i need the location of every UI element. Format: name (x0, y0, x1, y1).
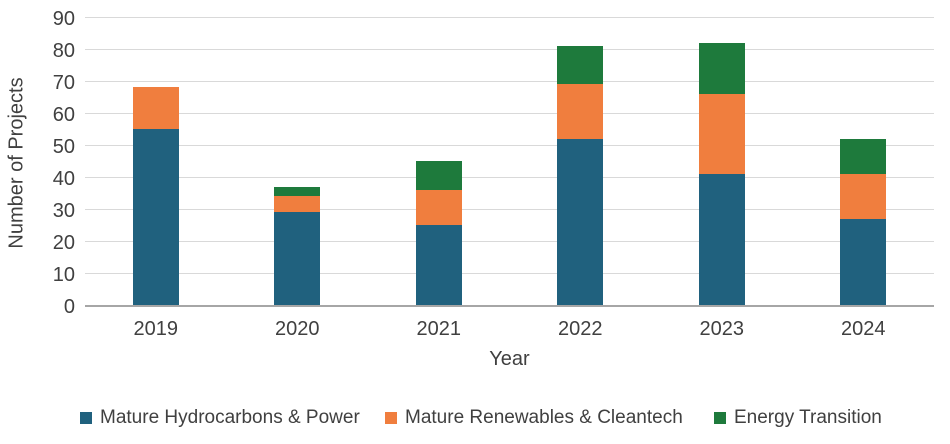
legend-swatch-icon (80, 412, 92, 424)
gridline (85, 49, 934, 50)
y-tick-label: 90 (52, 8, 75, 30)
y-tick-label: 10 (52, 264, 75, 286)
y-axis-title: Number of Projects (5, 77, 28, 249)
legend-item-mature-hydrocarbons-power: Mature Hydrocarbons & Power (80, 403, 360, 433)
legend-label: Energy Transition (734, 407, 882, 428)
legend: Mature Hydrocarbons & Power Mature Renew… (0, 403, 950, 433)
legend-swatch-icon (714, 412, 726, 424)
legend-label: Mature Renewables & Cleantech (405, 407, 683, 428)
plot-area (85, 17, 934, 307)
y-tick-label: 70 (52, 72, 75, 94)
bar-segment (840, 218, 887, 305)
y-tick-label: 40 (52, 168, 75, 190)
gridline (85, 81, 934, 82)
y-axis-ticks: 0 10 20 30 40 50 60 70 80 90 (28, 9, 75, 317)
y-tick-label: 60 (52, 104, 75, 126)
x-tick-label: 2020 (275, 318, 320, 340)
y-tick-label: 0 (63, 296, 75, 318)
bar-2020 (274, 186, 321, 305)
bar-segment (415, 189, 462, 225)
bar-segment (557, 45, 604, 85)
gridline (85, 273, 934, 274)
legend-label: Mature Hydrocarbons & Power (100, 407, 360, 428)
legend-swatch-icon (385, 412, 397, 424)
gridline (85, 177, 934, 178)
bar-segment (840, 173, 887, 219)
legend-item-energy-transition: Energy Transition (714, 403, 882, 433)
x-tick-label: 2023 (699, 318, 745, 340)
x-tick-label: 2022 (558, 318, 603, 340)
y-tick-label: 20 (52, 232, 75, 254)
x-tick-label: 2024 (841, 318, 886, 340)
bar-segment (274, 186, 321, 197)
x-tick-label: 2021 (416, 318, 462, 340)
bar-segment (698, 173, 745, 305)
bar-2022 (557, 45, 604, 305)
y-tick-label: 80 (52, 40, 75, 62)
bar-2019 (132, 87, 179, 305)
bar-segment (698, 42, 745, 94)
bar-2021 (415, 161, 462, 305)
gridline (85, 241, 934, 242)
bar-segment (415, 225, 462, 305)
bar-segment (415, 161, 462, 190)
bar-segment (840, 138, 887, 174)
gridline (85, 17, 934, 18)
x-tick-label: 2019 (133, 318, 179, 340)
gridline (85, 145, 934, 146)
bar-segment (132, 129, 179, 305)
bar-segment (557, 84, 604, 139)
bar-segment (557, 138, 604, 305)
bar-2024 (840, 138, 887, 305)
bar-segment (274, 196, 321, 213)
legend-item-mature-renewables-cleantech: Mature Renewables & Cleantech (385, 403, 683, 433)
bar-segment (698, 93, 745, 174)
y-tick-label: 50 (52, 136, 75, 158)
x-axis-title: Year (489, 348, 530, 370)
bar-2023 (698, 42, 745, 305)
gridline (85, 209, 934, 210)
bar-segment (132, 87, 179, 129)
y-tick-label: 30 (52, 200, 75, 222)
gridline (85, 113, 934, 114)
bar-segment (274, 212, 321, 305)
x-axis-labels: 2019 2020 2021 2022 2023 2024 (85, 318, 934, 342)
